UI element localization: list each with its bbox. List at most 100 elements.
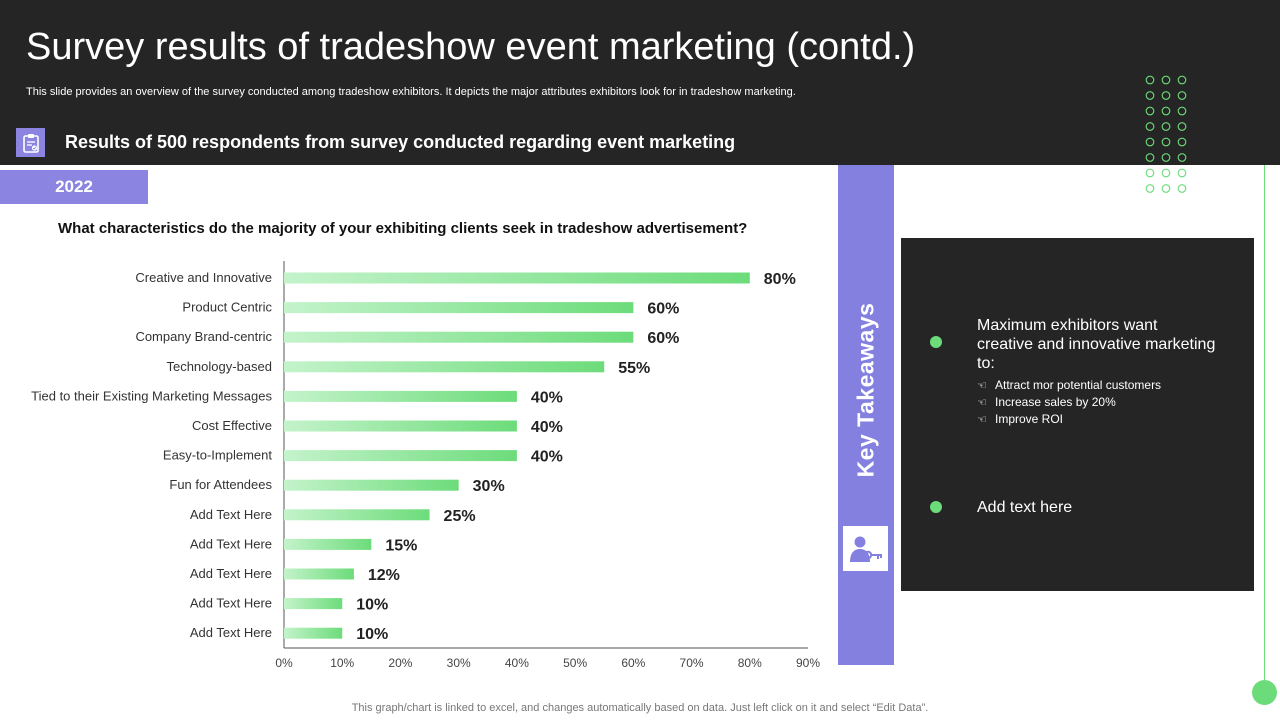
takeaway-item-1-text: Maximum exhibitors want creative and inn…: [977, 317, 1216, 372]
value-label: 30%: [473, 478, 505, 495]
bar: [284, 361, 605, 373]
takeaway-item-1: Maximum exhibitors want creative and inn…: [977, 316, 1217, 428]
value-label: 40%: [531, 449, 563, 466]
x-tick-label: 10%: [330, 656, 354, 670]
decorative-dot: [1145, 122, 1155, 131]
category-label: Add Text Here: [190, 536, 272, 551]
takeaway-bullet-dot: [930, 336, 942, 348]
category-label: Add Text Here: [190, 566, 272, 581]
decorative-dot: [1145, 137, 1155, 147]
key-takeaways-bar: [838, 165, 894, 665]
year-tab: 2022: [0, 170, 148, 204]
page-title: Survey results of tradeshow event market…: [26, 26, 916, 68]
decorative-dot: [1161, 75, 1171, 85]
category-label: Company Brand-centric: [135, 329, 272, 344]
decorative-corner-dot: [1252, 680, 1277, 705]
bar: [284, 568, 354, 580]
category-label: Creative and Innovative: [135, 270, 272, 285]
decorative-dot: [1177, 122, 1187, 131]
category-label: Add Text Here: [190, 596, 272, 611]
chart-question: What characteristics do the majority of …: [58, 220, 748, 237]
list-item: ☜ Improve ROI: [977, 412, 1064, 426]
pointing-hand-icon: ☜: [977, 380, 987, 392]
value-label: 55%: [618, 360, 650, 377]
year-label: 2022: [55, 177, 93, 196]
value-label: 10%: [356, 597, 388, 614]
list-item: ☜ Increase sales by 20%: [977, 395, 1116, 409]
value-label: 40%: [531, 419, 563, 436]
decorative-dot-grid: [1145, 75, 1187, 193]
list-item: ☜ Attract mor potential customers: [977, 378, 1162, 392]
category-label: Easy-to-Implement: [163, 448, 272, 463]
bar: [284, 538, 372, 550]
pointing-hand-icon: ☜: [977, 414, 987, 426]
x-tick-label: 70%: [680, 656, 704, 670]
x-tick-label: 40%: [505, 656, 529, 670]
decorative-dot: [1161, 184, 1171, 193]
x-tick-label: 50%: [563, 656, 587, 670]
decorative-dot: [1161, 168, 1171, 178]
bar: [284, 272, 750, 284]
decorative-dot: [1145, 106, 1155, 116]
x-tick-label: 20%: [388, 656, 412, 670]
person-key-icon: [843, 526, 888, 571]
key-takeaways-label: Key Takeaways: [852, 302, 879, 478]
category-label: Technology-based: [166, 359, 272, 374]
x-tick-label: 0%: [275, 656, 293, 670]
decorative-dot: [1177, 168, 1187, 178]
takeaway-panel: Maximum exhibitors want creative and inn…: [901, 238, 1254, 591]
clipboard-check-icon: [16, 128, 45, 157]
decorative-dot: [1177, 153, 1187, 162]
value-label: 15%: [385, 537, 417, 554]
decorative-dot: [1145, 75, 1155, 85]
decorative-dot: [1177, 184, 1187, 193]
decorative-dot: [1177, 75, 1187, 85]
value-label: 60%: [647, 330, 679, 347]
x-tick-label: 60%: [621, 656, 645, 670]
decorative-dot: [1145, 91, 1155, 100]
decorative-dot: [1177, 91, 1187, 100]
value-label: 80%: [764, 271, 796, 288]
category-label: Tied to their Existing Marketing Message…: [31, 388, 272, 403]
value-label: 60%: [647, 301, 679, 318]
category-label: Add Text Here: [190, 625, 272, 640]
bar: [284, 331, 634, 343]
decorative-dot: [1177, 106, 1187, 116]
decorative-dot: [1161, 153, 1171, 162]
decorative-dot: [1145, 153, 1155, 162]
x-tick-label: 90%: [796, 656, 820, 670]
category-label: Add Text Here: [190, 507, 272, 522]
bar: [284, 509, 430, 521]
footer-note: This graph/chart is linked to excel, and…: [351, 702, 929, 714]
slide-header: Survey results of tradeshow event market…: [0, 0, 1280, 165]
takeaway-sublist: ☜ Attract mor potential customers ☜ Increa…: [977, 377, 1217, 428]
pointing-hand-icon: ☜: [977, 397, 987, 409]
value-label: 25%: [444, 508, 476, 525]
bar: [284, 390, 517, 402]
bar: [284, 450, 517, 462]
bar: [284, 479, 459, 491]
bar: [284, 627, 343, 639]
x-tick-label: 30%: [447, 656, 471, 670]
decorative-dot: [1161, 122, 1171, 131]
decorative-dot: [1177, 137, 1187, 147]
decorative-dot: [1161, 106, 1171, 116]
category-label: Fun for Attendees: [169, 477, 272, 492]
decorative-dot: [1145, 184, 1155, 193]
survey-heading: Results of 500 respondents from survey c…: [65, 132, 736, 152]
page-subtitle: This slide provides an overview of the s…: [26, 86, 796, 98]
decorative-dot: [1161, 91, 1171, 100]
category-label: Product Centric: [182, 300, 272, 315]
takeaway-item-2: Add text here: [977, 499, 1073, 516]
bar: [284, 302, 634, 314]
x-tick-label: 80%: [738, 656, 762, 670]
value-label: 40%: [531, 389, 563, 406]
bar-chart: 0% 10% 20% 30% 40% 50% 60% 70% 80% 90%Creative an…: [31, 261, 820, 670]
bar: [284, 598, 343, 610]
decorative-dot: [1161, 137, 1171, 147]
value-label: 12%: [368, 567, 400, 584]
category-label: Cost Effective: [192, 418, 272, 433]
value-label: 10%: [356, 626, 388, 643]
bar: [284, 420, 517, 432]
decorative-vertical-line: [1264, 165, 1265, 680]
